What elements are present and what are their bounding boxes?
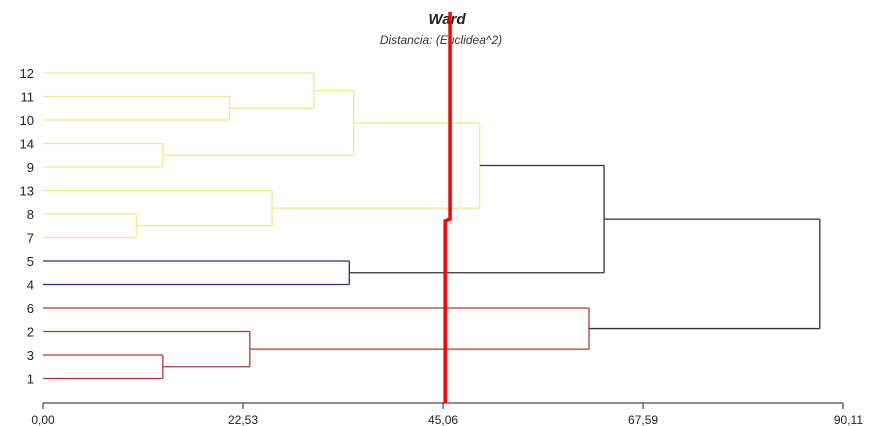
dendrogram-branches (43, 72, 821, 380)
merge-e (43, 213, 137, 239)
x-tick-label: 45,06 (428, 413, 458, 426)
cut-line (443, 12, 452, 403)
leaf-label-4: 4 (27, 278, 34, 293)
merge-b (43, 72, 315, 109)
merge-j (43, 354, 164, 380)
leaf-label-1: 1 (27, 372, 34, 387)
merge-a (43, 95, 231, 121)
leaf-label-11: 11 (21, 90, 35, 105)
leaf-label-7: 7 (27, 231, 34, 246)
leaf-label-9: 9 (27, 160, 34, 175)
x-tick-label: 67,59 (628, 413, 658, 426)
chart-subtitle: Distancia: (Euclidea^2) (380, 33, 502, 47)
chart-title: Ward (428, 11, 466, 28)
merge-k (43, 330, 251, 368)
merge-l (43, 307, 590, 350)
merge-f (43, 189, 273, 227)
x-tick-label: 0,00 (31, 413, 55, 426)
merge-d (162, 89, 355, 156)
x-tick-label: 22,53 (228, 413, 258, 426)
leaf-label-13: 13 (20, 184, 34, 199)
merge-m (588, 218, 821, 330)
merge-h (43, 260, 350, 286)
leaf-labels: 12 11 10 14 9 13 8 7 5 4 6 2 3 1 (20, 66, 34, 387)
x-axis: 0,00 22,53 45,06 67,59 90,11 (31, 402, 863, 426)
leaf-label-3: 3 (27, 348, 34, 363)
leaf-label-2: 2 (27, 325, 34, 340)
cut-line-path (443, 12, 452, 403)
x-tick-label: 90,11 (834, 413, 863, 426)
leaf-label-8: 8 (27, 207, 34, 222)
leaf-label-12: 12 (20, 66, 34, 81)
leaf-label-10: 10 (20, 113, 34, 128)
merge-i (349, 164, 605, 274)
leaf-label-6: 6 (27, 301, 34, 316)
merge-c (43, 142, 164, 168)
leaf-label-5: 5 (27, 254, 34, 269)
leaf-label-14: 14 (20, 137, 34, 152)
